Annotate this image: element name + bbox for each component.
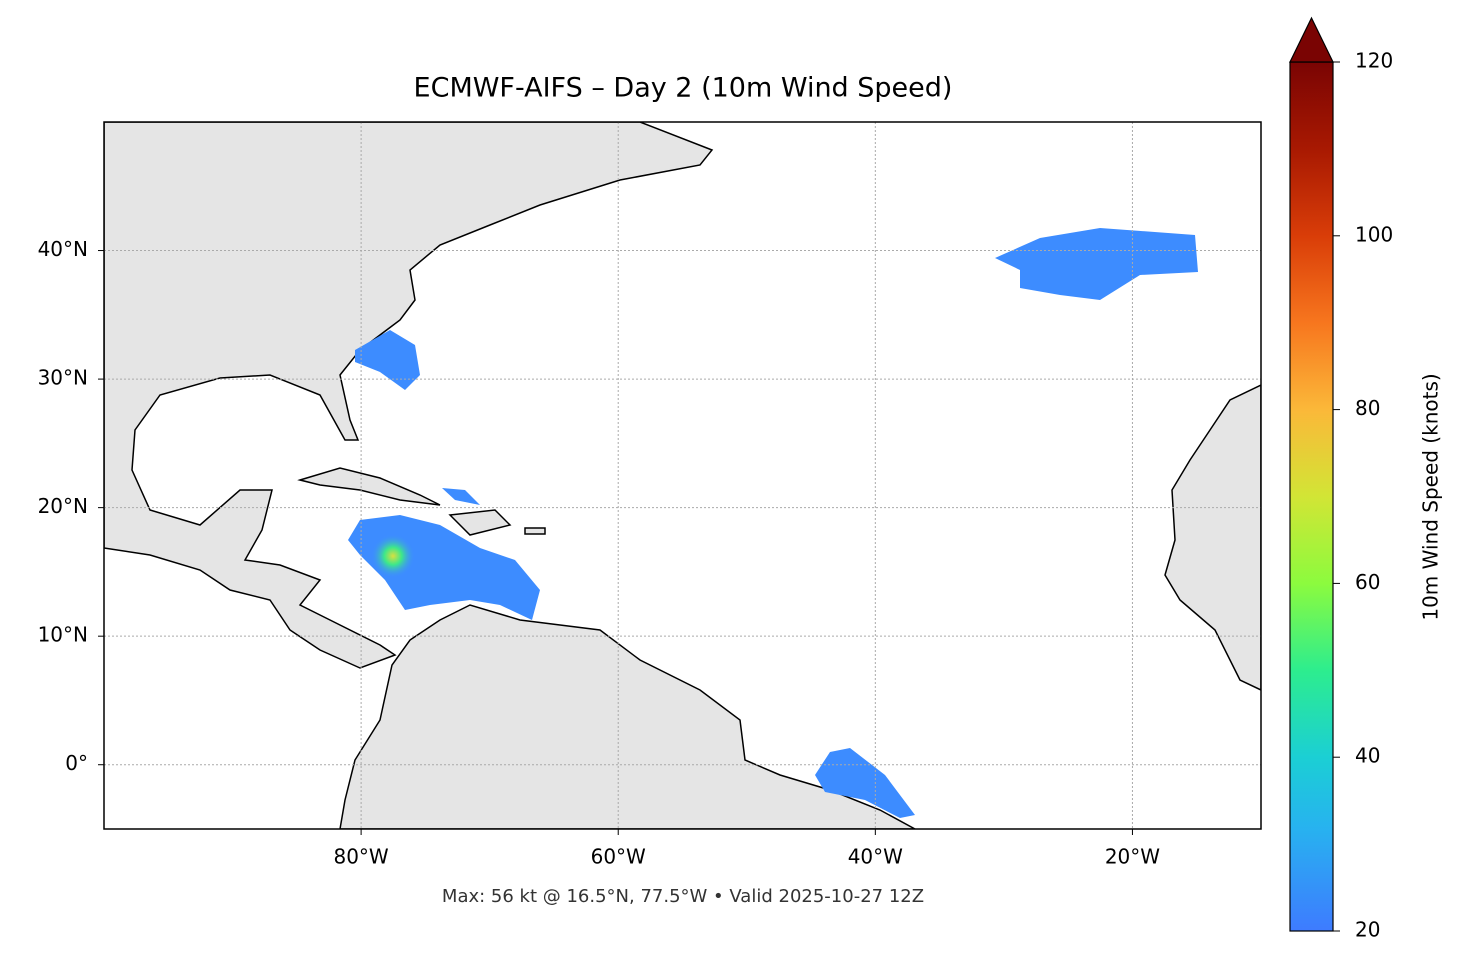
map bbox=[104, 122, 1261, 829]
colorbar-tick-label: 40 bbox=[1355, 744, 1380, 768]
colorbar-extend bbox=[1289, 16, 1334, 63]
wind-area bbox=[995, 228, 1198, 300]
puerto-rico bbox=[524, 527, 546, 535]
wind-area bbox=[355, 330, 420, 390]
y-tick-label: 0° bbox=[65, 751, 88, 775]
x-tick-label: 40°W bbox=[848, 845, 903, 869]
colorbar-tick-label: 80 bbox=[1355, 396, 1380, 420]
colorbar-tick-label: 20 bbox=[1355, 918, 1380, 942]
wind-max bbox=[371, 534, 415, 578]
y-tick-label: 40°N bbox=[38, 237, 88, 261]
x-tick-label: 60°W bbox=[591, 845, 646, 869]
colorbar-tick-label: 100 bbox=[1355, 222, 1393, 246]
x-tick-label: 80°W bbox=[333, 845, 388, 869]
north-america bbox=[104, 122, 714, 669]
colorbar-tick-label: 120 bbox=[1355, 49, 1393, 73]
cuba bbox=[297, 467, 441, 506]
africa bbox=[1164, 384, 1261, 691]
hispaniola bbox=[448, 509, 512, 536]
y-tick-label: 10°N bbox=[38, 623, 88, 647]
y-tick-label: 20°N bbox=[38, 494, 88, 518]
caption: Max: 56 kt @ 16.5°N, 77.5°W • Valid 2025… bbox=[442, 886, 924, 907]
colorbar-tick-label: 60 bbox=[1355, 570, 1380, 594]
plot-frame bbox=[103, 121, 1262, 830]
chart-title: ECMWF-AIFS – Day 2 (10m Wind Speed) bbox=[414, 73, 953, 104]
wind-area bbox=[815, 748, 915, 818]
wind-area bbox=[442, 488, 480, 505]
colorbar-label: 10m Wind Speed (knots) bbox=[1419, 373, 1443, 620]
y-tick-label: 30°N bbox=[38, 366, 88, 390]
x-tick-label: 20°W bbox=[1105, 845, 1160, 869]
colorbar bbox=[1289, 61, 1334, 932]
